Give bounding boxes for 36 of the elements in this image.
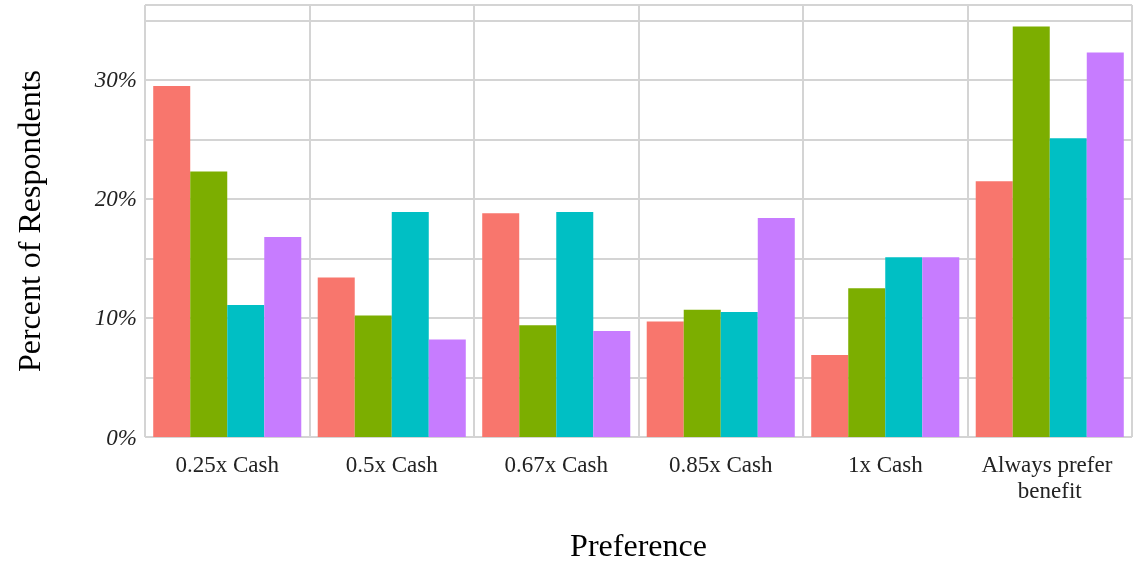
bar (922, 257, 960, 437)
x-tick-label: Always prefer benefit (981, 451, 1119, 503)
bar (593, 331, 631, 437)
bar (885, 257, 923, 437)
bar (1012, 26, 1050, 437)
bar (391, 212, 429, 437)
x-tick-label: 0.67x Cash (504, 451, 609, 477)
y-tick-label: 0% (106, 424, 137, 450)
x-tick-label: 0.85x Cash (669, 451, 773, 477)
bar (317, 277, 355, 437)
bar (556, 212, 594, 437)
bar (227, 304, 265, 437)
x-tick-label: 0.25x Cash (175, 451, 280, 477)
x-axis-title: Preference (570, 527, 707, 563)
bar (354, 315, 392, 437)
bar (848, 288, 886, 437)
bar (757, 218, 795, 437)
x-tick-label: 0.5x Cash (345, 451, 439, 477)
y-tick-label: 20% (94, 186, 137, 212)
bar (811, 354, 849, 437)
bar (1086, 52, 1124, 437)
bar (153, 85, 191, 437)
x-tick-label: 1x Cash (847, 451, 924, 477)
y-axis-title: Percent of Respondents (11, 69, 47, 373)
bar (683, 309, 721, 437)
bar (975, 181, 1013, 437)
bar (519, 325, 557, 437)
y-tick-label: 10% (94, 305, 137, 331)
bar (482, 213, 520, 437)
bar (190, 171, 228, 437)
bar (1049, 138, 1087, 437)
bar (646, 321, 684, 437)
bar (720, 312, 758, 437)
y-tick-label: 30% (93, 67, 137, 93)
bar (264, 237, 302, 437)
bar (428, 339, 466, 437)
